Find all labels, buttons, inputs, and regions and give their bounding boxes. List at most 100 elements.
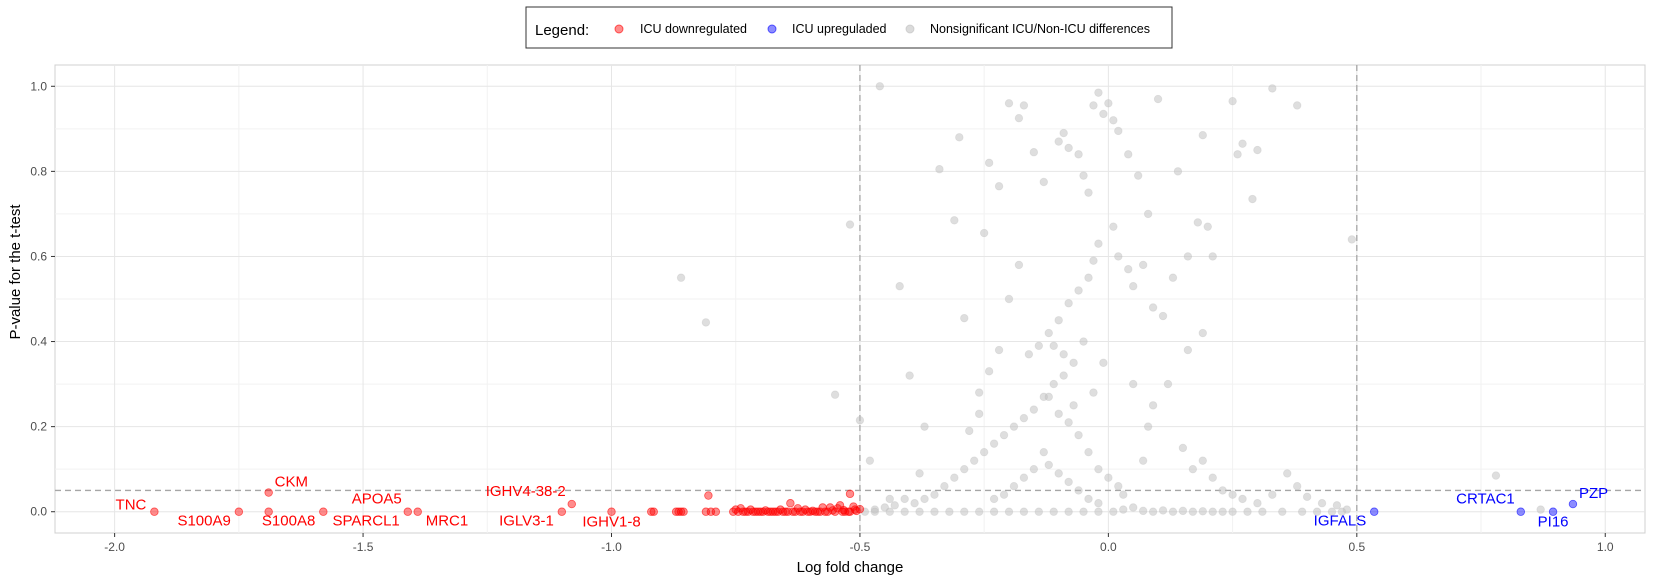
data-point <box>974 409 984 419</box>
data-point <box>1173 167 1183 176</box>
data-point <box>1094 88 1103 97</box>
data-point <box>1019 413 1029 423</box>
y-axis-title: P-value for the t-test <box>7 204 24 340</box>
data-point <box>1064 477 1073 487</box>
gene-labels: TNC S100A9 CKM S100A8 APOA5 SPARCL1 MRC1 IGHV4-… <box>116 474 1609 531</box>
legend-swatch-up <box>767 24 777 34</box>
gene-label: PZP <box>1579 485 1608 502</box>
data-point <box>1099 109 1108 119</box>
legend-swatch-down <box>614 24 624 34</box>
data-point <box>880 503 889 512</box>
data-point <box>900 494 909 504</box>
gene-label: S100A8 <box>262 513 315 530</box>
gene-label: CKM <box>275 474 308 491</box>
data-point <box>1034 341 1044 350</box>
data-point <box>999 490 1009 499</box>
data-point <box>1148 507 1158 516</box>
data-point <box>999 430 1009 440</box>
data-point <box>890 501 899 510</box>
data-point <box>1148 401 1158 410</box>
data-point <box>1124 150 1133 159</box>
gene-label: MRC1 <box>426 513 469 530</box>
data-point <box>1044 392 1053 402</box>
data-point <box>1163 379 1173 389</box>
y-tick-label: 1.0 <box>30 79 47 93</box>
data-point <box>647 507 656 516</box>
data-point <box>1312 507 1322 516</box>
legend-swatch-ns <box>905 24 915 34</box>
data-point <box>984 158 994 168</box>
data-point <box>1104 99 1113 108</box>
data-point <box>1278 507 1287 516</box>
data-point <box>1228 490 1237 499</box>
x-axis-ticks: -2.0 -1.5 -1.0 -0.5 0.0 0.5 1.0 <box>104 533 1614 554</box>
legend-title: Legend: <box>535 22 589 39</box>
data-point <box>264 507 273 516</box>
legend: Legend: ICU downregulated ICU upregulade… <box>525 6 1173 49</box>
data-point <box>1268 84 1277 93</box>
data-points <box>150 82 1578 516</box>
data-point <box>1143 209 1153 219</box>
data-point <box>1014 113 1024 123</box>
data-point <box>1188 507 1198 516</box>
data-point <box>1138 506 1148 516</box>
data-point <box>1039 177 1048 187</box>
data-point <box>915 507 924 516</box>
legend-entry-ns: Nonsignificant ICU/Non-ICU differences <box>930 22 1150 36</box>
data-point <box>1089 256 1098 265</box>
data-point <box>1198 507 1207 516</box>
data-point <box>1094 507 1103 516</box>
data-point <box>989 494 999 504</box>
data-point <box>1218 486 1227 495</box>
data-point <box>1074 286 1083 295</box>
data-point <box>1094 499 1103 508</box>
data-point <box>950 216 959 225</box>
gene-label: CRTAC1 <box>1456 491 1515 508</box>
data-point <box>845 220 855 229</box>
data-point <box>994 182 1004 191</box>
data-point <box>1014 260 1024 270</box>
data-point <box>1258 507 1267 516</box>
grid <box>55 65 1645 533</box>
legend-entry-up: ICU upreguladed <box>792 22 887 36</box>
data-point <box>1074 150 1083 159</box>
data-point <box>960 313 969 323</box>
x-axis-title: Log fold change <box>797 559 904 576</box>
data-point <box>1129 379 1138 389</box>
data-point <box>1188 464 1198 474</box>
gene-label: IGLV3-1 <box>499 513 554 530</box>
data-point <box>1119 505 1128 514</box>
data-point <box>1228 507 1237 516</box>
data-point <box>1074 486 1083 495</box>
data-point <box>1138 260 1148 270</box>
data-point <box>920 422 929 431</box>
y-axis-ticks: 0.0 0.2 0.4 0.6 0.8 1.0 <box>30 79 55 519</box>
data-point <box>1059 350 1068 359</box>
data-point <box>1024 350 1034 359</box>
data-point <box>1069 401 1078 410</box>
data-point <box>1054 316 1063 325</box>
data-point <box>1079 337 1088 346</box>
y-tick-label: 0.2 <box>30 420 47 434</box>
data-point <box>839 505 848 515</box>
data-point <box>786 499 795 508</box>
data-point <box>1039 447 1048 457</box>
x-tick-label: -0.5 <box>850 540 871 554</box>
data-point <box>1143 422 1153 431</box>
data-point <box>1283 469 1292 478</box>
plot-panel: TNC S100A9 CKM S100A8 APOA5 SPARCL1 MRC1 IGHV4-… <box>30 64 1646 554</box>
data-point <box>979 228 989 238</box>
x-tick-label: -2.0 <box>104 540 125 554</box>
data-point <box>935 165 944 174</box>
y-tick-label: 0.6 <box>30 249 47 263</box>
x-tick-label: 0.0 <box>1100 540 1117 554</box>
data-point <box>1243 507 1252 516</box>
x-tick-label: -1.0 <box>601 540 622 554</box>
data-point <box>1548 507 1558 516</box>
data-point <box>1198 130 1207 140</box>
data-point <box>900 507 909 516</box>
data-point <box>1054 409 1063 419</box>
data-point <box>1178 443 1188 453</box>
data-point <box>955 133 964 142</box>
